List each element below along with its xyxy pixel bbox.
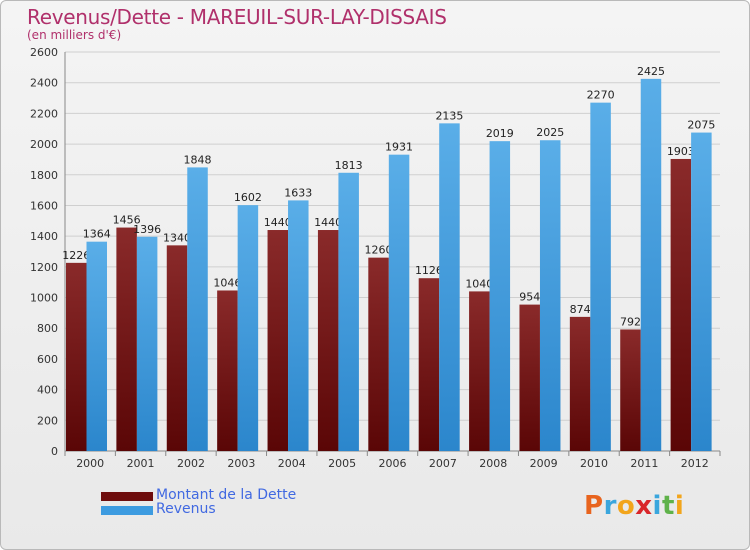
bar-revenus [590, 102, 611, 452]
logo-letter: r [603, 491, 617, 521]
data-label-revenus: 1602 [234, 191, 262, 204]
x-tick-label: 2007 [429, 457, 457, 470]
x-tick-label: 2010 [580, 457, 608, 470]
data-label-dette: 1260 [365, 244, 393, 257]
data-label-revenus: 2425 [637, 65, 665, 78]
bar-dette [620, 329, 641, 451]
logo-letter: o [616, 491, 636, 521]
x-tick-label: 2009 [530, 457, 558, 470]
data-label-revenus: 1848 [184, 153, 212, 166]
logo-letter: i [652, 491, 662, 521]
data-label-revenus: 2075 [687, 119, 715, 132]
bar-revenus [489, 141, 511, 452]
data-label-dette: 1456 [113, 214, 141, 227]
data-label-dette: 1046 [213, 276, 241, 289]
bar-revenus [640, 78, 662, 451]
bar-dette [166, 245, 188, 451]
bar-revenus [86, 241, 107, 451]
y-tick-label: 1000 [30, 292, 58, 305]
data-label-dette: 874 [570, 303, 591, 316]
y-tick-label: 1800 [30, 169, 58, 182]
data-label-dette: 1440 [314, 216, 342, 229]
data-label-revenus: 2270 [587, 89, 615, 102]
chart-title: Revenus/Dette - MAREUIL-SUR-LAY-DISSAIS [27, 5, 447, 29]
legend-swatch-revenus [101, 506, 153, 515]
y-tick-label: 1600 [30, 199, 58, 212]
logo-letter: P [584, 491, 604, 521]
data-label-dette: 1126 [415, 264, 443, 277]
data-label-dette: 1440 [264, 216, 292, 229]
y-tick-label: 2400 [30, 77, 58, 90]
bar-revenus [439, 123, 460, 451]
x-tick-label: 2008 [479, 457, 507, 470]
data-label-revenus: 1396 [133, 223, 161, 236]
x-tick-label: 2001 [127, 457, 155, 470]
data-label-dette: 1226 [62, 249, 90, 262]
bar-dette [519, 304, 540, 451]
bar-dette [116, 227, 137, 451]
data-label-dette: 1340 [163, 231, 191, 244]
data-label-revenus: 2025 [536, 126, 564, 139]
bar-revenus [288, 200, 309, 451]
x-tick-label: 2003 [227, 457, 255, 470]
x-tick-label: 2012 [681, 457, 709, 470]
bar-dette [66, 262, 87, 451]
bar-revenus [237, 205, 259, 451]
bar-dette [368, 257, 389, 451]
x-tick-label: 2002 [177, 457, 205, 470]
bar-dette [670, 158, 692, 451]
y-tick-label: 1400 [30, 230, 58, 243]
bar-dette [317, 230, 339, 451]
data-label-revenus: 1813 [335, 159, 363, 172]
data-label-revenus: 1633 [284, 186, 312, 199]
legend-swatch-dette [101, 492, 153, 501]
data-label-dette: 792 [620, 315, 641, 328]
chart-subtitle: (en milliers d'€) [27, 28, 122, 42]
data-label-dette: 954 [519, 291, 540, 304]
x-tick-label: 2005 [328, 457, 356, 470]
bar-revenus [338, 172, 359, 451]
proxiti-logo: Proxiti [584, 491, 684, 521]
y-tick-label: 800 [37, 322, 58, 335]
legend-label-revenus: Revenus [156, 501, 216, 517]
x-tick-label: 2000 [76, 457, 104, 470]
x-tick-label: 2011 [630, 457, 658, 470]
bar-revenus [136, 236, 158, 451]
y-tick-label: 2200 [30, 107, 58, 120]
data-label-revenus: 2019 [486, 127, 514, 140]
data-label-revenus: 2135 [435, 109, 463, 122]
bar-revenus [388, 154, 410, 451]
bar-revenus [539, 140, 561, 451]
y-tick-label: 400 [37, 384, 58, 397]
y-tick-label: 2600 [30, 46, 58, 59]
bar-dette [217, 290, 238, 451]
bar-dette [469, 291, 490, 451]
bar-revenus [187, 167, 208, 451]
logo-letter: t [661, 491, 675, 521]
data-label-revenus: 1931 [385, 141, 413, 154]
data-label-dette: 1040 [465, 277, 493, 290]
y-tick-label: 200 [37, 414, 58, 427]
bar-dette [418, 278, 440, 451]
y-tick-label: 1200 [30, 261, 58, 274]
y-tick-label: 2000 [30, 138, 58, 151]
bar-dette [569, 316, 591, 451]
data-label-revenus: 1364 [83, 228, 111, 241]
data-label-dette: 1903 [667, 145, 695, 158]
y-tick-label: 600 [37, 353, 58, 366]
logo-letter: i [674, 491, 685, 521]
x-tick-label: 2004 [278, 457, 306, 470]
logo-letter: x [635, 491, 653, 521]
bar-dette [267, 230, 289, 451]
y-tick-label: 0 [51, 445, 58, 458]
x-tick-label: 2006 [379, 457, 407, 470]
bar-revenus [691, 132, 712, 451]
legend-label-dette: Montant de la Dette [156, 487, 297, 503]
